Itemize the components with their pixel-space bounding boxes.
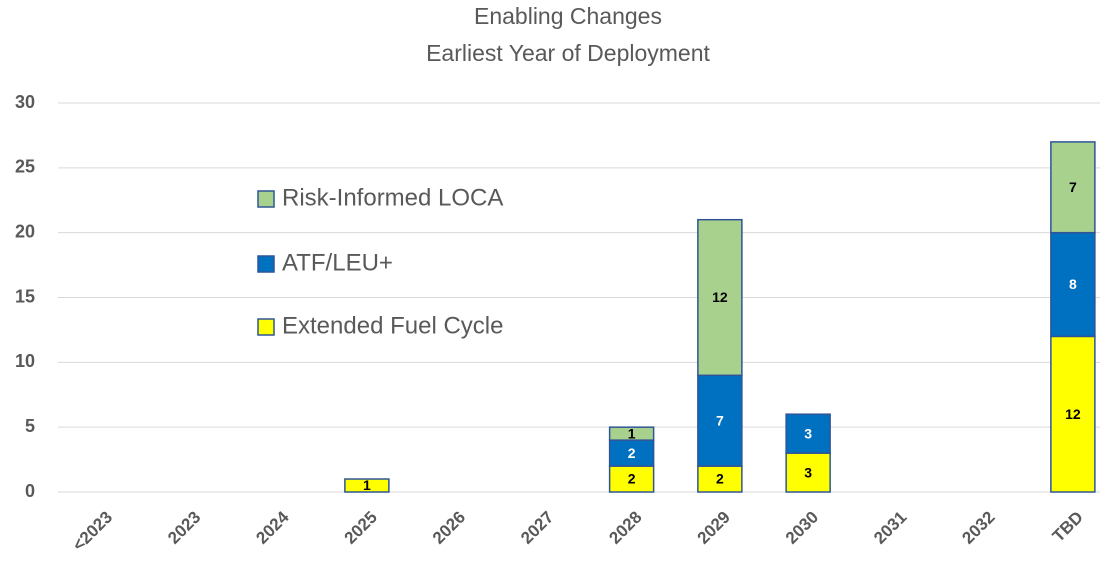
y-tick-label: 10 xyxy=(15,351,35,371)
bar-segment xyxy=(344,478,390,493)
x-tick-label: 2031 xyxy=(870,508,910,548)
bar-segment xyxy=(1050,141,1096,234)
x-tick-label: 2027 xyxy=(517,508,557,548)
y-tick-label: 5 xyxy=(25,416,35,436)
data-label: 2 xyxy=(716,471,724,487)
x-tick-label: 2024 xyxy=(252,507,293,548)
data-label: 12 xyxy=(1065,406,1081,422)
bar-segment xyxy=(1050,231,1096,338)
data-label: 8 xyxy=(1069,276,1077,292)
data-label: 1 xyxy=(628,425,636,441)
data-label: 2 xyxy=(628,471,636,487)
bar-segment xyxy=(1050,335,1096,493)
bar-segment xyxy=(697,465,743,493)
x-tick-label: 2026 xyxy=(429,508,469,548)
x-tick-label: 2030 xyxy=(782,508,822,548)
y-tick-label: 0 xyxy=(25,481,35,501)
bar-segment xyxy=(697,374,743,467)
legend-label: ATF/LEU+ xyxy=(282,249,393,276)
data-label: 7 xyxy=(716,412,724,428)
x-tick-label: 2028 xyxy=(605,508,645,548)
data-label: 2 xyxy=(628,445,636,461)
x-tick-label: 2023 xyxy=(164,508,204,548)
data-label: 1 xyxy=(363,477,371,493)
x-tick-label: 2032 xyxy=(958,508,998,548)
y-tick-label: 30 xyxy=(15,92,35,112)
chart-subtitle: Earliest Year of Deployment xyxy=(426,40,710,66)
legend-label: Risk-Informed LOCA xyxy=(282,184,503,211)
legend-label: Extended Fuel Cycle xyxy=(282,312,503,339)
bar-segment xyxy=(785,452,831,493)
x-tick-label: TBD xyxy=(1049,508,1087,546)
legend-swatch xyxy=(257,255,275,273)
bar-segment xyxy=(608,426,655,441)
data-label: 7 xyxy=(1069,179,1077,195)
data-label: 3 xyxy=(804,464,812,480)
bar-segment xyxy=(697,218,743,377)
y-tick-label: 25 xyxy=(15,157,35,177)
x-tick-label: <2023 xyxy=(69,508,116,555)
bar-segment xyxy=(785,413,831,454)
y-tick-label: 15 xyxy=(15,286,35,306)
data-label: 12 xyxy=(712,289,728,305)
x-tick-label: 2029 xyxy=(694,508,734,548)
chart-title: Enabling Changes xyxy=(474,3,662,29)
x-tick-label: 2025 xyxy=(341,508,381,548)
y-tick-label: 20 xyxy=(15,221,35,241)
legend-swatch xyxy=(257,318,275,336)
data-label: 3 xyxy=(804,425,812,441)
legend-swatch xyxy=(257,190,275,208)
